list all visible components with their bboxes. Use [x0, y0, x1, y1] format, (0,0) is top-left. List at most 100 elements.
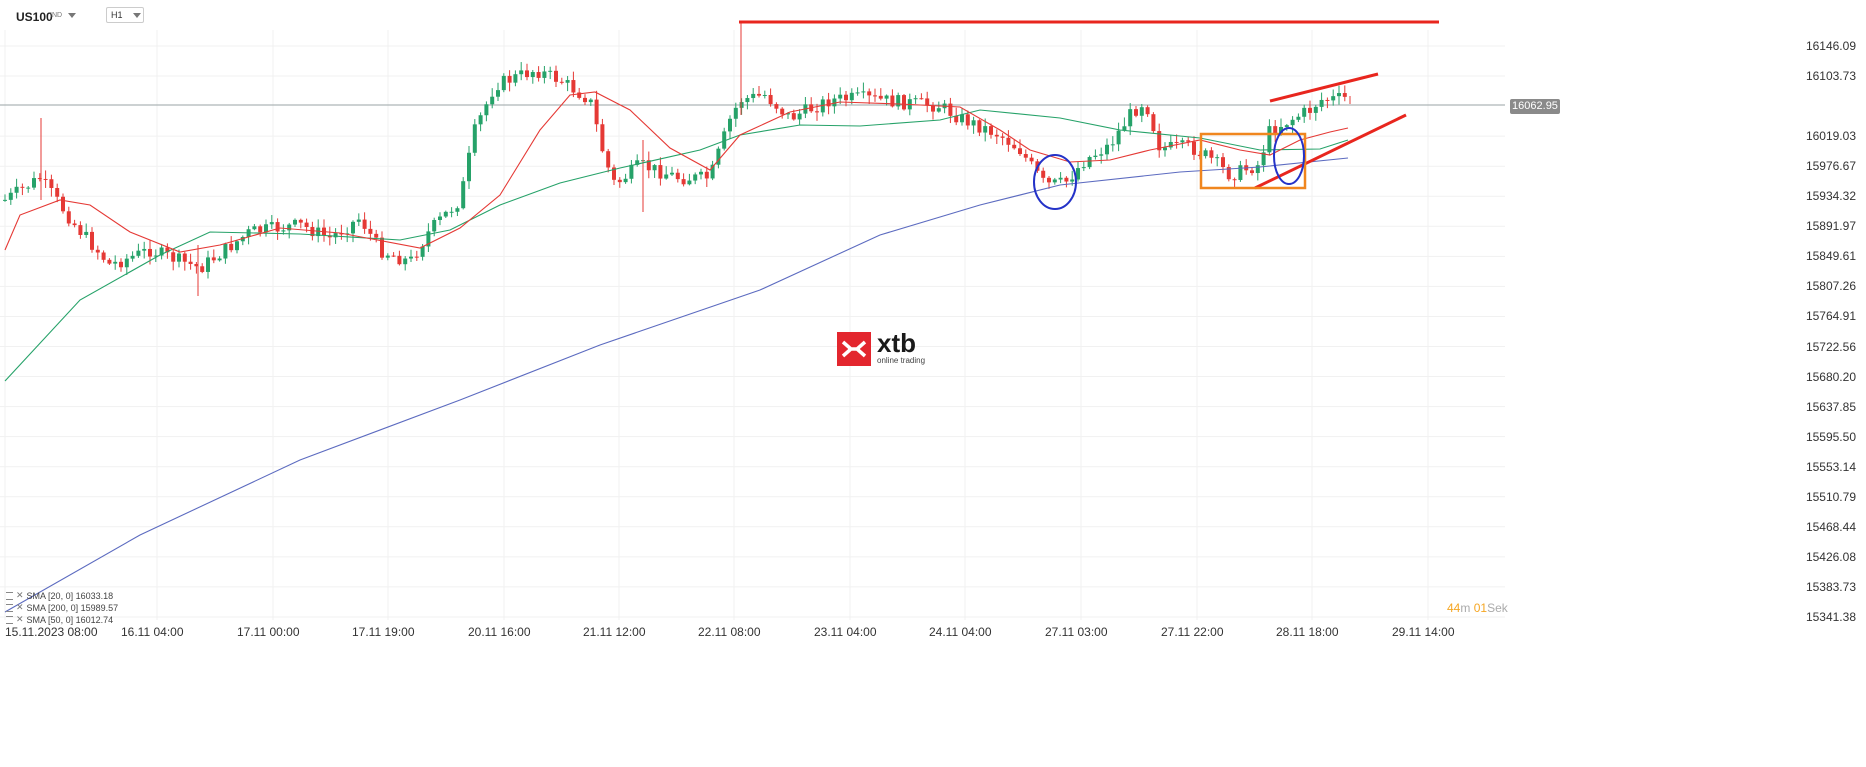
candle-bearish	[1221, 157, 1225, 168]
candle-bullish	[3, 199, 7, 201]
candle-bearish	[646, 160, 651, 171]
candle-bearish	[397, 255, 402, 265]
countdown-minutes-unit: m	[1460, 601, 1471, 615]
time-tick-label: 17.11 00:00	[237, 625, 300, 639]
candle-bullish	[710, 164, 715, 179]
time-tick-label: 16.11 04:00	[121, 625, 184, 639]
candle-bullish	[293, 219, 297, 225]
price-tick-label: 15553.14	[1805, 459, 1856, 474]
candle-bearish	[675, 172, 680, 180]
candle-bearish	[55, 187, 60, 197]
candle-bullish	[1087, 157, 1092, 168]
time-tick-label: 17.11 19:00	[352, 625, 415, 639]
trendline-upper	[1269, 72, 1379, 103]
candle-bearish	[507, 75, 512, 83]
candle-bullish	[913, 98, 918, 100]
price-tick-label: 15341.38	[1805, 609, 1856, 624]
candle-bullish	[530, 72, 535, 78]
price-tick-label: 15468.44	[1805, 519, 1856, 534]
candle-bullish	[432, 219, 437, 232]
candle-bullish	[1296, 116, 1301, 120]
timeframe-select[interactable]: H1	[106, 7, 144, 23]
time-tick-label: 15.11.2023 08:00	[5, 625, 98, 639]
candle-bullish	[443, 211, 448, 217]
candle-bullish	[797, 113, 802, 120]
candle-bullish	[136, 250, 141, 256]
candle-bullish	[693, 174, 698, 181]
candle-countdown: 44m 01Sek	[1447, 601, 1508, 615]
candle-bullish	[26, 187, 31, 189]
candle-bullish	[130, 255, 135, 259]
candle-bullish	[281, 230, 286, 232]
candle-bullish	[832, 98, 837, 107]
candle-bullish	[1180, 140, 1185, 143]
candle-bullish	[484, 104, 489, 116]
timeframe-dropdown-icon[interactable]	[133, 13, 141, 18]
candle-bullish	[861, 91, 866, 93]
candle-bearish	[229, 243, 234, 251]
candle-bullish	[635, 160, 640, 165]
candle-bullish	[177, 253, 181, 262]
candle-bullish	[849, 92, 854, 101]
candle-bearish	[1186, 140, 1191, 142]
candle-bearish	[182, 253, 187, 262]
price-tick-label: 15807.26	[1805, 279, 1856, 294]
candle-bullish	[1238, 165, 1243, 180]
indicator-settings-icon	[6, 591, 13, 600]
candle-bullish	[478, 115, 483, 125]
candle-bullish	[716, 148, 721, 165]
time-tick-label: 24.11 04:00	[929, 625, 992, 639]
candle-bearish	[577, 92, 582, 98]
indicator-sma20[interactable]: ✕ SMA [20, 0] 16033.18	[6, 590, 113, 601]
candle-bearish	[95, 249, 100, 253]
time-tick-label: 23.11 04:00	[814, 625, 877, 639]
candle-bearish	[368, 228, 373, 234]
candle-bearish	[414, 256, 419, 258]
candle-bullish	[351, 221, 355, 234]
remove-icon: ✕	[16, 602, 24, 612]
candle-bullish	[1203, 150, 1208, 157]
candle-bearish	[211, 257, 216, 261]
candle-bearish	[188, 261, 193, 265]
xtb-logo-mark	[837, 332, 871, 366]
candle-bearish	[380, 237, 384, 258]
candle-bullish	[1319, 99, 1324, 107]
candle-bearish	[867, 91, 872, 96]
candle-bearish	[1023, 154, 1028, 158]
candle-bearish	[525, 70, 529, 78]
candle-bullish	[1105, 144, 1109, 155]
countdown-minutes: 44	[1447, 601, 1461, 615]
candle-bearish	[1226, 167, 1231, 180]
candle-bullish	[84, 231, 89, 235]
chart-grid	[0, 30, 1505, 620]
candle-bearish	[258, 226, 263, 233]
candle-bullish	[1163, 147, 1167, 151]
candle-bullish	[513, 74, 518, 83]
candle-bullish	[385, 255, 390, 258]
candle-bearish	[1006, 137, 1011, 145]
candle-bearish	[826, 99, 831, 107]
indicator-sma200[interactable]: ✕ SMA [200, 0] 15989.57	[6, 602, 118, 613]
candle-bearish	[704, 171, 709, 179]
candle-bearish	[374, 233, 379, 238]
instrument-symbol[interactable]: US100	[16, 10, 53, 24]
candle-bullish	[1337, 93, 1341, 97]
candle-bearish	[20, 186, 25, 188]
candle-bearish	[1250, 170, 1254, 174]
candle-bullish	[699, 171, 703, 175]
candle-bearish	[171, 252, 176, 262]
candle-bearish	[890, 95, 895, 107]
candle-bearish	[327, 235, 332, 238]
candle-bullish	[496, 90, 500, 97]
indicator-sma50[interactable]: ✕ SMA [50, 0] 16012.74	[6, 614, 113, 625]
remove-icon: ✕	[16, 590, 24, 600]
candle-bearish	[617, 179, 622, 183]
time-tick-label: 27.11 22:00	[1161, 625, 1224, 639]
candle-bullish	[1052, 179, 1057, 183]
candle-bullish	[449, 211, 454, 213]
symbol-dropdown-icon[interactable]	[68, 13, 76, 18]
candle-bullish	[971, 120, 976, 126]
candle-bearish	[583, 97, 587, 103]
candle-bullish	[960, 114, 964, 123]
